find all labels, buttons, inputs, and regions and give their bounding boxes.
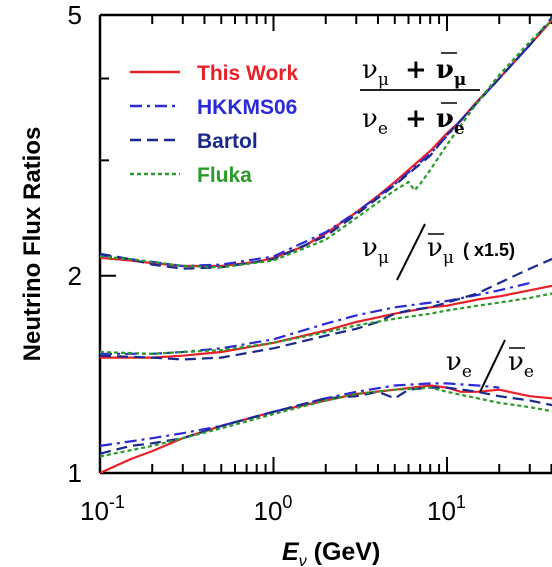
- annotation-e-pair: νe νe: [446, 339, 534, 393]
- ann-den2-sub: e: [454, 119, 465, 139]
- legend-label: Fluka: [197, 164, 252, 187]
- series-line-bartol-3: [100, 386, 552, 455]
- x-axis-title-sub: ν: [299, 553, 307, 567]
- ann-mu-slash: [396, 223, 426, 281]
- svg-text:νμ: νμ: [427, 233, 454, 268]
- ann-den-nu: ν: [362, 104, 378, 134]
- annotation-mu-e-ratio: νμ + νμ νe + νe: [360, 52, 480, 139]
- svg-text:νe: νe: [362, 104, 388, 139]
- ann-e-slash: [479, 339, 506, 393]
- legend-label: HKKMS06: [197, 96, 297, 119]
- series-line-hkkms06-2: [100, 281, 531, 355]
- y-tick-label: 2: [68, 261, 82, 291]
- svg-text:+ νμ: + νμ: [405, 55, 466, 90]
- legend-label: Bartol: [197, 130, 258, 153]
- ann-e-a-sub: e: [462, 362, 472, 382]
- x-tick-label: 10-1: [80, 492, 125, 526]
- svg-text:+ νe: + νe: [405, 104, 465, 139]
- series-line-hkkms06-3: [100, 382, 500, 447]
- x-axis-title-main: E: [282, 538, 300, 566]
- ann-mu-b: ν: [427, 233, 443, 263]
- x-tick-label: 100: [254, 492, 293, 526]
- ann-num-sub: μ: [378, 70, 389, 90]
- ann-e-b-sub: e: [524, 362, 534, 382]
- ann-mu-a: ν: [362, 233, 378, 263]
- axis-ticks: [99, 14, 552, 474]
- series-line-this-work-2: [100, 284, 552, 359]
- y-tick-label: 5: [68, 0, 82, 30]
- ann-den2-nu: + ν: [405, 104, 454, 134]
- x-axis-title-unit: (GeV): [307, 538, 381, 566]
- series-line-fluka-2: [100, 292, 552, 355]
- y-tick-label: 1: [68, 458, 82, 488]
- x-axis-title: Eν (GeV): [282, 538, 380, 567]
- ann-den-sub: e: [378, 119, 388, 139]
- series-layer: [100, 15, 552, 473]
- svg-text:νe: νe: [446, 347, 472, 382]
- series-line-this-work-1: [100, 18, 552, 268]
- legend-label: This Work: [197, 62, 298, 85]
- ann-mu-a-sub: μ: [378, 248, 389, 268]
- x-tick-label: 101: [427, 492, 466, 526]
- axis-tick-labels: 1 2 5 10-1 100 101: [68, 0, 466, 526]
- annotation-mu-pair: νμ νμ ( x1.5): [362, 223, 515, 281]
- ann-e-b: ν: [508, 347, 524, 377]
- ann-mu-b-sub: μ: [443, 248, 454, 268]
- svg-text:νe: νe: [508, 347, 534, 382]
- svg-text:νμ: νμ: [362, 233, 389, 268]
- svg-text:νμ: νμ: [362, 55, 389, 90]
- series-line-bartol-2: [100, 257, 552, 361]
- ann-mu-scale-note: ( x1.5): [463, 240, 515, 260]
- ann-num2-nu: + ν: [405, 55, 454, 85]
- ann-e-a: ν: [446, 347, 462, 377]
- series-line-fluka-3: [100, 386, 552, 458]
- legend: This Work HKKMS06 Bartol Fluka: [130, 62, 298, 187]
- ann-num-nu: ν: [362, 55, 378, 85]
- y-axis-title: Neutrino Flux Ratios: [19, 127, 46, 362]
- series-line-fluka-1: [100, 18, 552, 269]
- series-line-bartol-1: [100, 15, 552, 270]
- ann-num2-sub: μ: [454, 70, 466, 90]
